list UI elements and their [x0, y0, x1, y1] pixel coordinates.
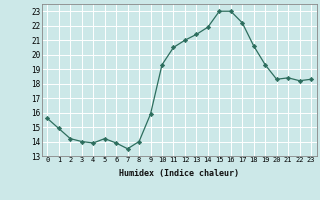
X-axis label: Humidex (Indice chaleur): Humidex (Indice chaleur) [119, 169, 239, 178]
